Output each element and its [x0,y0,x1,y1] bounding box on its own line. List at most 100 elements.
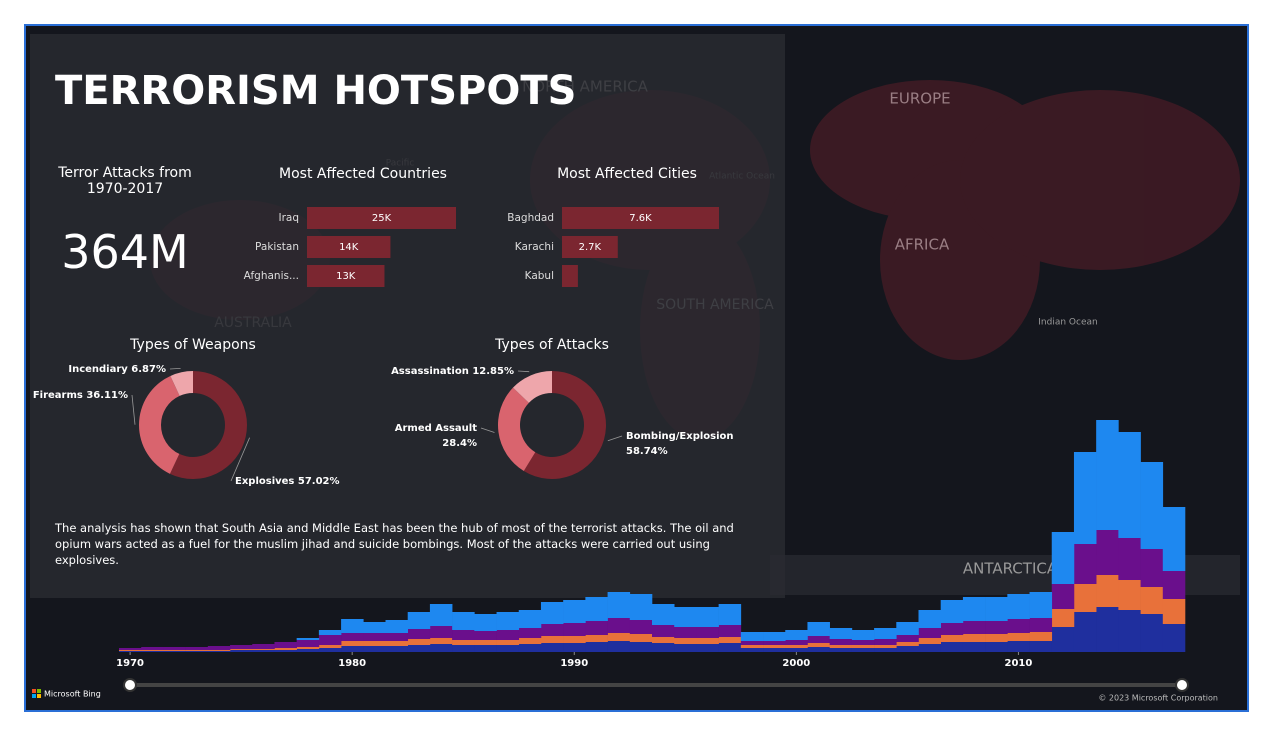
area-segment [696,607,719,627]
area-segment [185,647,209,650]
area-segment [585,621,608,635]
area-segment [318,635,342,645]
area-segment [874,628,897,639]
slice-category: Assassination [391,366,469,377]
area-segment [962,634,986,642]
bar [562,236,618,258]
area-segment [1140,587,1164,614]
chart-title: Most Affected Cities [557,166,697,182]
area-segment [740,645,764,648]
area-segment [119,650,142,651]
area-segment [1051,609,1075,627]
area-segment [274,642,297,648]
area-segment [940,635,964,642]
area-segment [496,640,520,645]
slider-handle[interactable] [1175,678,1189,692]
slice-value: 28.4% [442,438,477,449]
area-segment [763,645,786,648]
area-segment [918,628,942,638]
chart-title: Types of Weapons [129,337,256,353]
area-segment [407,612,431,629]
slice-category: Firearms [33,390,83,401]
area-segment [607,592,631,618]
area-segment [230,645,253,649]
area-segment [985,634,1008,642]
area-segment [452,612,475,630]
area-segment [385,633,409,641]
area-segment [851,648,875,652]
area-segment [474,645,497,652]
area-segment [1029,592,1053,618]
area-segment [874,648,897,652]
chart-title: Types of Attacks [494,337,609,353]
area-segment [407,639,431,645]
area-segment [496,612,520,630]
donut-slice [523,371,606,479]
bar [307,236,391,258]
area-segment [785,645,808,648]
brand: Microsoft Bing [44,690,101,699]
area-segment [763,641,786,645]
area-segment [296,649,320,652]
area-segment [696,638,719,644]
area-segment [629,620,653,634]
area-segment [629,634,653,642]
slider-handle[interactable] [123,678,137,692]
x-tick-label: 2010 [1005,658,1033,669]
area-segment [718,625,742,637]
area-segment [163,647,186,650]
area-segment [518,644,542,652]
area-segment [718,643,742,652]
area-segment [518,638,542,644]
value-label: 25K [372,213,392,224]
area-segment [718,637,742,643]
slice-label: Armed Assault 28.4% [395,423,477,449]
category-label: Baghdad [507,212,554,224]
area-segment [207,650,231,651]
area-segment [141,651,164,652]
map-label: AFRICA [895,236,950,254]
area-segment [652,625,675,637]
category-label: Iraq [278,212,299,224]
area-segment [785,648,808,652]
area-segment [518,610,542,628]
area-segment [429,638,453,644]
bing-logo [32,689,41,698]
value-label: 14K [339,242,359,253]
area-segment [629,642,653,652]
area-segment [341,646,364,652]
x-tick-label: 1980 [338,658,366,669]
area-segment [674,638,697,644]
area-segment [674,644,697,652]
area-segment [829,628,853,639]
area-segment [807,647,830,652]
area-segment [452,645,475,652]
area-segment [652,637,675,643]
area-segment [763,632,786,641]
area-segment [363,641,386,646]
area-segment [585,635,608,642]
area-segment [807,622,830,636]
area-segment [1140,549,1164,587]
area-segment [896,622,919,635]
category-label: Karachi [515,241,554,253]
slice-category: Bombing/Explosion [626,431,734,442]
area-segment [1073,544,1097,584]
area-segment [785,640,808,645]
copyright: © 2023 Microsoft Corporation [1098,694,1218,703]
area-segment [1029,632,1053,641]
area-segment [962,597,986,621]
area-segment [1162,624,1186,652]
area-segment [1162,571,1186,599]
area-segment [563,623,586,636]
bar [562,265,578,287]
area-segment [1029,618,1053,632]
area-segment [563,643,586,652]
area-segment [341,633,364,641]
area-segment [896,635,919,642]
area-segment [474,640,497,645]
area-segment [718,604,742,625]
area-segment [341,641,364,646]
area-segment [429,626,453,638]
